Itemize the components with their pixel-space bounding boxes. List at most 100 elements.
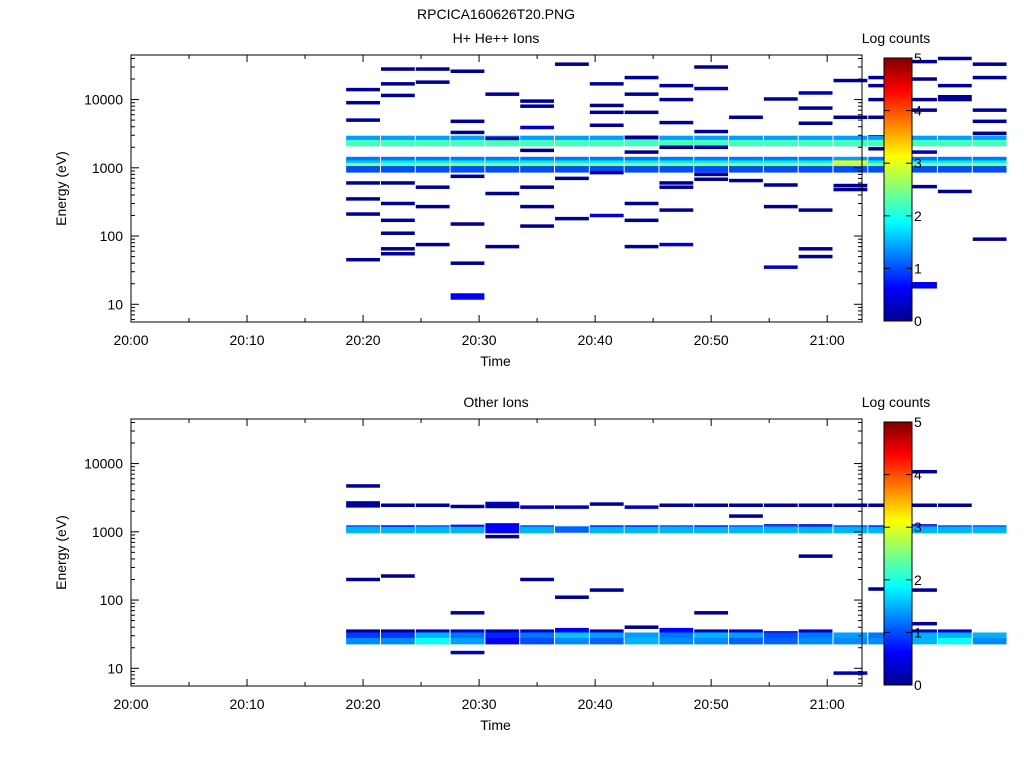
heatmap-bin	[450, 139, 485, 147]
heatmap-bin	[346, 135, 380, 143]
heatmap-bin	[763, 156, 798, 164]
heatmap-bin	[659, 83, 694, 88]
heatmap-bin	[624, 92, 659, 96]
heatmap-bin	[380, 503, 415, 508]
colorbar-label: Log counts	[862, 30, 931, 46]
heatmap-bin	[520, 632, 555, 639]
heatmap-bin	[833, 115, 868, 120]
x-tick-label: 20:30	[462, 332, 497, 348]
heatmap-bin	[729, 156, 763, 164]
heatmap-bin	[380, 201, 415, 206]
x-tick-label: 20:00	[113, 332, 148, 348]
heatmap-bin	[903, 166, 937, 173]
heatmap-bin	[798, 156, 833, 164]
heatmap-bin	[937, 156, 972, 164]
heatmap-bin	[729, 135, 763, 143]
heatmap-bin	[624, 218, 659, 223]
heatmap-bin	[555, 139, 589, 147]
heatmap-bin	[415, 139, 450, 147]
heatmap-bin	[450, 130, 485, 135]
heatmap-bin	[763, 204, 798, 209]
heatmap-bin	[589, 632, 624, 639]
heatmap-bin	[694, 156, 729, 164]
heatmap-bin	[624, 244, 659, 249]
heatmap-bin	[833, 135, 868, 143]
heatmap-bin	[972, 166, 1007, 173]
heatmap-bin	[763, 135, 798, 143]
heatmap-bin	[520, 637, 555, 645]
heatmap-bin	[450, 156, 485, 164]
heatmap-bin	[659, 632, 694, 639]
heatmap-bin	[346, 577, 380, 582]
heatmap-bin	[346, 156, 380, 164]
colorbar-tick-label: 5	[914, 50, 922, 66]
heatmap-bin	[346, 139, 380, 147]
heatmap-bin	[624, 201, 659, 206]
heatmap-bin	[380, 166, 415, 173]
heatmap-bin	[555, 632, 589, 639]
heatmap-bin	[346, 257, 380, 262]
heatmap-bin	[520, 99, 555, 103]
heatmap-bin	[380, 93, 415, 98]
heatmap-bin	[450, 135, 485, 143]
heatmap-bin	[415, 629, 450, 633]
heatmap-bin	[624, 135, 659, 140]
heatmap-bin	[346, 526, 380, 534]
heatmap-bin	[555, 216, 589, 221]
heatmap-bin	[729, 503, 763, 508]
heatmap-bin	[589, 123, 624, 128]
heatmap-bin	[798, 135, 833, 143]
x-tick-label: 20:10	[230, 332, 265, 348]
heatmap-bin	[729, 514, 763, 518]
heatmap-bin	[763, 166, 798, 173]
heatmap-bin	[694, 166, 729, 173]
heatmap-bin	[450, 632, 485, 639]
heatmap-bin	[450, 650, 485, 655]
y-axis-label: Energy (eV)	[53, 515, 69, 590]
x-axis-label: Time	[480, 717, 511, 733]
heatmap-bin	[903, 108, 937, 112]
colorbar-tick-label: 0	[914, 677, 922, 693]
heatmap-bin	[903, 632, 937, 639]
x-tick-label: 20:40	[578, 332, 613, 348]
heatmap-bin	[903, 637, 937, 645]
heatmap-bin	[415, 632, 450, 639]
colorbar-tick-label: 2	[914, 208, 922, 224]
heatmap-bin	[589, 629, 624, 633]
x-tick-label: 21:00	[810, 332, 845, 348]
heatmap-bin	[520, 135, 555, 143]
heatmap-bin	[415, 67, 450, 71]
heatmap-bin	[555, 526, 589, 533]
heatmap-bin	[346, 212, 380, 216]
heatmap-bin	[520, 629, 555, 633]
heatmap-bin	[972, 526, 1007, 534]
heatmap-bin	[520, 204, 555, 209]
heatmap-bin	[659, 166, 694, 173]
x-tick-label: 20:50	[694, 332, 729, 348]
heatmap-bin	[798, 637, 833, 645]
heatmap-bin	[798, 554, 833, 558]
heatmap-bin	[450, 293, 485, 300]
heatmap-bin	[903, 139, 937, 147]
heatmap-bin	[798, 166, 833, 173]
heatmap-bin	[763, 97, 798, 101]
heatmap-bin	[833, 166, 868, 173]
heatmap-bin	[450, 69, 485, 74]
heatmap-bin	[485, 244, 520, 249]
heatmap-bin	[833, 526, 868, 534]
y-tick-label: 10	[107, 660, 123, 676]
heatmap-bin	[624, 150, 659, 154]
heatmap-bin	[833, 156, 868, 164]
heatmap-bin	[833, 78, 868, 83]
heatmap-bin	[937, 526, 972, 534]
colorbar	[883, 421, 913, 686]
heatmap-bin	[798, 121, 833, 125]
heatmap-bin	[798, 91, 833, 95]
heatmap-bin	[659, 242, 694, 247]
heatmap-bin	[659, 637, 694, 645]
heatmap-bin	[798, 208, 833, 212]
heatmap-bin	[450, 174, 485, 179]
heatmap-bin	[903, 184, 937, 189]
x-tick-label: 20:30	[462, 696, 497, 712]
heatmap-bin	[520, 224, 555, 228]
